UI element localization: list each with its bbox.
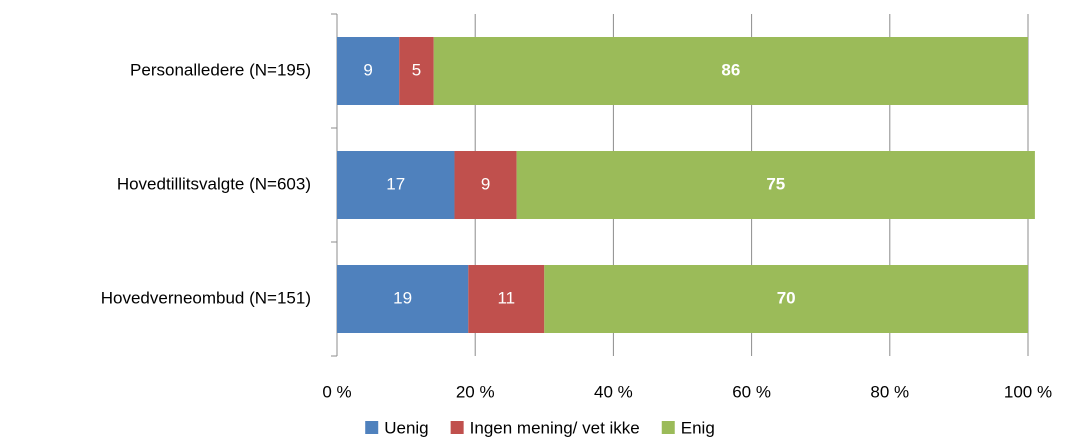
legend-label: Ingen mening/ vet ikke	[470, 418, 640, 437]
bar-segment	[399, 37, 434, 105]
data-label: 75	[766, 174, 785, 193]
data-label: 86	[721, 60, 740, 79]
bar-segment	[544, 265, 1028, 333]
y-tick-label: Hovedtillitsvalgte (N=603)	[117, 174, 311, 193]
legend-swatch	[450, 421, 464, 434]
legend-swatch	[661, 421, 675, 434]
legend-label: Enig	[681, 418, 715, 437]
legend-swatch	[365, 421, 379, 434]
data-label: 9	[363, 60, 372, 79]
x-tick-label: 60 %	[732, 382, 771, 401]
data-label: 17	[386, 174, 405, 193]
y-tick-label: Personalledere (N=195)	[130, 60, 311, 79]
bar-segment	[337, 151, 455, 219]
bar-segment	[337, 37, 400, 105]
data-label: 70	[777, 288, 796, 307]
legend: Uenig Ingen mening/ vet ikke Enig	[365, 418, 715, 437]
bar-segment	[433, 37, 1028, 105]
y-tick-label: Hovedverneombud (N=151)	[101, 288, 311, 307]
x-tick-label: 80 %	[870, 382, 909, 401]
bar-segment	[468, 265, 545, 333]
x-tick-label: 100 %	[1004, 382, 1052, 401]
legend-label: Uenig	[384, 418, 428, 437]
bar-segment	[454, 151, 517, 219]
x-tick-label: 20 %	[456, 382, 495, 401]
bar-segment	[337, 265, 469, 333]
data-label: 9	[481, 174, 490, 193]
data-label: 11	[497, 288, 515, 307]
bar-segment	[516, 151, 1035, 219]
data-label: 5	[412, 60, 421, 79]
data-label: 19	[393, 288, 412, 307]
x-tick-label: 0 %	[322, 382, 351, 401]
x-tick-label: 40 %	[594, 382, 633, 401]
